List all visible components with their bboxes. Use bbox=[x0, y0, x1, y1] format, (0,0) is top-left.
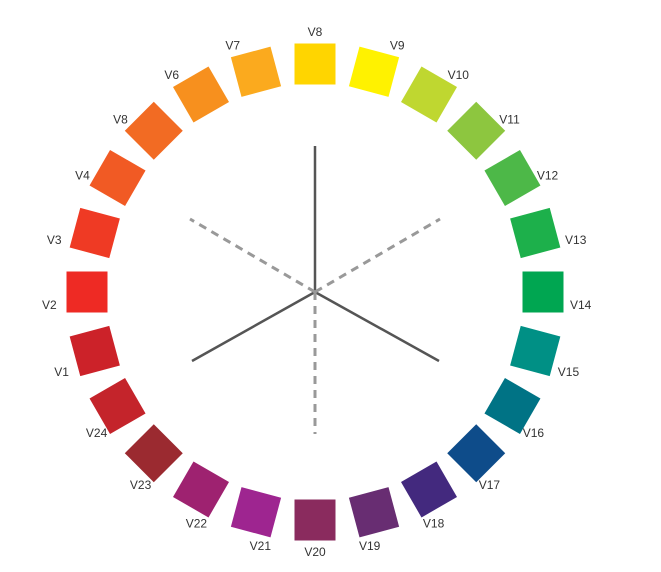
color-swatch bbox=[172, 66, 230, 123]
swatch-label: V7 bbox=[225, 38, 240, 52]
color-swatch bbox=[510, 207, 561, 259]
swatch-label: V11 bbox=[499, 113, 520, 127]
solid-spoke bbox=[314, 290, 440, 363]
swatch-label: V10 bbox=[448, 68, 470, 82]
color-swatch bbox=[348, 487, 400, 538]
swatch-label: V2 bbox=[42, 298, 57, 312]
color-swatch bbox=[124, 424, 183, 483]
color-swatch bbox=[89, 377, 146, 435]
color-swatch bbox=[69, 325, 120, 377]
spokes bbox=[189, 146, 441, 434]
color-swatch bbox=[400, 461, 458, 518]
swatch-label: V12 bbox=[537, 169, 559, 183]
color-swatch bbox=[294, 43, 336, 85]
swatch-label: V8 bbox=[113, 113, 128, 127]
color-swatch bbox=[400, 66, 458, 123]
color-swatch bbox=[124, 101, 183, 160]
color-swatch bbox=[89, 149, 146, 207]
color-swatch bbox=[447, 424, 506, 483]
color-swatch bbox=[230, 46, 282, 97]
solid-spoke bbox=[191, 290, 316, 363]
color-swatch bbox=[484, 377, 541, 435]
color-swatch bbox=[172, 461, 230, 518]
swatch-label: V9 bbox=[390, 38, 405, 52]
swatch-label: V18 bbox=[423, 516, 445, 530]
color-swatch bbox=[510, 325, 561, 377]
swatch-label: V3 bbox=[47, 233, 62, 247]
swatch-label: V17 bbox=[479, 478, 501, 492]
color-swatch bbox=[484, 149, 541, 207]
swatch-label: V19 bbox=[359, 539, 381, 553]
swatch-label: V4 bbox=[75, 169, 90, 183]
swatch-label: V13 bbox=[565, 233, 587, 247]
swatch-label: V8 bbox=[308, 25, 323, 39]
dashed-spoke bbox=[314, 217, 441, 294]
swatch-label: V20 bbox=[304, 545, 326, 559]
color-swatch bbox=[522, 271, 564, 313]
swatch-label: V22 bbox=[186, 516, 208, 530]
swatch-label: V16 bbox=[523, 426, 545, 440]
swatch-label: V24 bbox=[86, 426, 108, 440]
swatch-label: V14 bbox=[570, 298, 592, 312]
color-swatch bbox=[294, 499, 336, 541]
swatch-label: V1 bbox=[54, 365, 69, 379]
swatch-label: V15 bbox=[558, 365, 580, 379]
color-swatch bbox=[348, 46, 400, 97]
color-swatch bbox=[230, 487, 282, 538]
swatch-label: V23 bbox=[130, 478, 152, 492]
color-swatch bbox=[66, 271, 108, 313]
swatch-label: V21 bbox=[250, 539, 272, 553]
color-swatch bbox=[447, 101, 506, 160]
dashed-spoke bbox=[189, 217, 316, 294]
color-swatch bbox=[69, 207, 120, 259]
swatch-label: V6 bbox=[164, 68, 179, 82]
